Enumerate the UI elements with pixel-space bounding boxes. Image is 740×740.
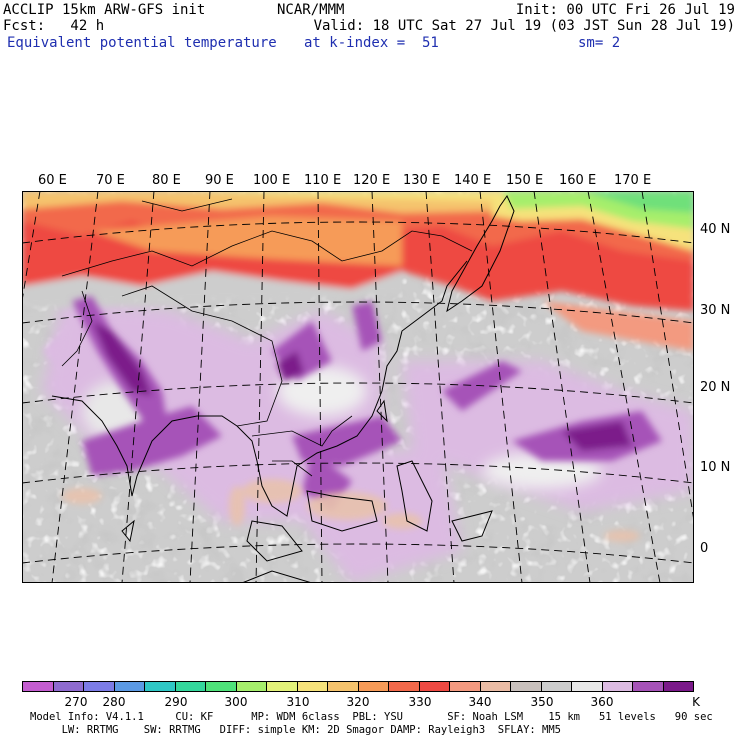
colorbar-swatch — [450, 682, 481, 691]
model-info-line1: Model Info: V4.1.1 CU: KF MP: WDM 6class… — [30, 711, 713, 723]
colorbar-swatch — [602, 682, 633, 691]
colorbar-swatch — [206, 682, 237, 691]
model-title: ACCLIP 15km ARW-GFS init — [3, 2, 206, 18]
lon-label: 80 E — [152, 173, 181, 188]
colorbar-swatch — [633, 682, 664, 691]
colorbar-swatch — [53, 682, 84, 691]
lon-label: 130 E — [403, 173, 441, 188]
lon-label: 90 E — [205, 173, 234, 188]
colorbar-tick: 340 — [468, 695, 492, 709]
level-label: at k-index = 51 — [304, 35, 439, 51]
lon-label: 160 E — [559, 173, 597, 188]
midlatitude-bands — [22, 191, 694, 351]
colorbar-swatch — [236, 682, 267, 691]
theta-e-map — [22, 191, 694, 583]
init-time: Init: 00 UTC Fri 26 Jul 19 — [515, 2, 735, 18]
colorbar-tick: 270 — [64, 695, 88, 709]
colorbar-swatch — [663, 682, 693, 691]
colorbar-swatch — [328, 682, 359, 691]
colorbar-swatch — [419, 682, 450, 691]
field-name: Equivalent potential temperature — [7, 35, 277, 51]
colorbar-swatch — [297, 682, 328, 691]
colorbar — [22, 681, 694, 692]
colorbar-swatch — [84, 682, 115, 691]
lon-label: 60 E — [38, 173, 67, 188]
colorbar-tick: 310 — [286, 695, 310, 709]
lon-label: 140 E — [454, 173, 492, 188]
valid-time: Valid: 18 UTC Sat 27 Jul 19 (03 JST Sun … — [313, 18, 735, 34]
graticule — [22, 191, 694, 583]
lat-label: 30 N — [700, 303, 731, 318]
colorbar-swatch — [114, 682, 145, 691]
map-frame — [22, 191, 694, 583]
lon-label: 70 E — [96, 173, 125, 188]
colorbar-swatch — [511, 682, 542, 691]
colorbar-swatch — [358, 682, 389, 691]
lon-label: 120 E — [353, 173, 391, 188]
colorbar-tick: 290 — [164, 695, 188, 709]
colorbar-unit: K — [692, 695, 700, 709]
model-info-line2: LW: RRTMG SW: RRTMG DIFF: simple KM: 2D … — [30, 724, 562, 736]
forecast-hour: Fcst: 42 h — [3, 18, 105, 34]
colorbar-tick: 320 — [346, 695, 370, 709]
colorbar-swatch — [145, 682, 176, 691]
coastlines — [51, 195, 515, 583]
lon-label: 100 E — [253, 173, 291, 188]
lat-label: 40 N — [700, 222, 731, 237]
colorbar-swatch — [480, 682, 511, 691]
colorbar-swatch — [389, 682, 420, 691]
colorbar-swatch — [23, 682, 54, 691]
colorbar-swatch — [175, 682, 206, 691]
lat-label: 10 N — [700, 460, 731, 475]
colorbar-swatch — [267, 682, 298, 691]
colorbar-tick: 360 — [590, 695, 614, 709]
smoothing-label: sm= 2 — [578, 35, 621, 51]
colorbar-tick: 280 — [102, 695, 126, 709]
clear-regions — [82, 366, 602, 489]
lat-label: 0 — [700, 541, 709, 556]
organization-label: NCAR/MMM — [277, 2, 345, 18]
colorbar-tick: 330 — [408, 695, 432, 709]
colorbar-tick: 350 — [530, 695, 554, 709]
country-borders — [61, 198, 473, 477]
lon-label: 150 E — [506, 173, 544, 188]
colorbar-swatch — [541, 682, 572, 691]
colorbar-swatch — [572, 682, 603, 691]
lat-label: 20 N — [700, 380, 731, 395]
land-tan-patches — [62, 479, 640, 542]
colorbar-tick: 300 — [224, 695, 248, 709]
lon-label: 170 E — [614, 173, 652, 188]
lon-label: 110 E — [304, 173, 342, 188]
